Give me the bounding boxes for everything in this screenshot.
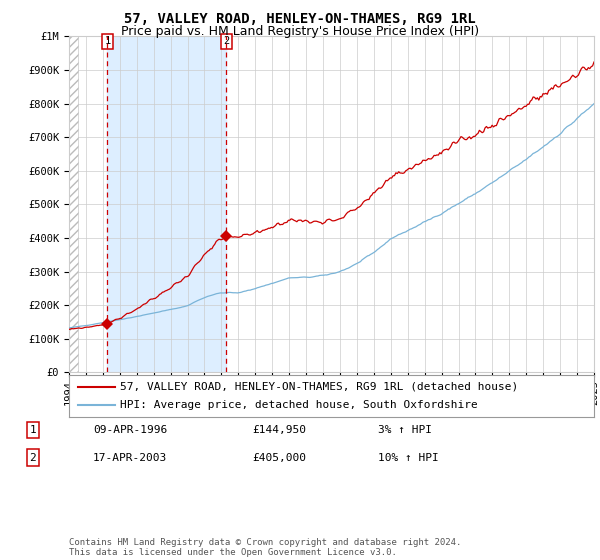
Text: 10% ↑ HPI: 10% ↑ HPI	[378, 452, 439, 463]
Text: £405,000: £405,000	[252, 452, 306, 463]
Text: 57, VALLEY ROAD, HENLEY-ON-THAMES, RG9 1RL (detached house): 57, VALLEY ROAD, HENLEY-ON-THAMES, RG9 1…	[120, 382, 518, 392]
Text: 2: 2	[29, 452, 37, 463]
Bar	[107, 36, 226, 372]
Text: Contains HM Land Registry data © Crown copyright and database right 2024.
This d: Contains HM Land Registry data © Crown c…	[69, 538, 461, 557]
Text: HPI: Average price, detached house, South Oxfordshire: HPI: Average price, detached house, Sout…	[120, 400, 478, 410]
Text: 1: 1	[29, 425, 37, 435]
Text: 3% ↑ HPI: 3% ↑ HPI	[378, 425, 432, 435]
Text: £144,950: £144,950	[252, 425, 306, 435]
Text: Price paid vs. HM Land Registry's House Price Index (HPI): Price paid vs. HM Land Registry's House …	[121, 25, 479, 38]
Text: 1: 1	[104, 36, 110, 46]
Text: 57, VALLEY ROAD, HENLEY-ON-THAMES, RG9 1RL: 57, VALLEY ROAD, HENLEY-ON-THAMES, RG9 1…	[124, 12, 476, 26]
Text: 17-APR-2003: 17-APR-2003	[93, 452, 167, 463]
Text: 09-APR-1996: 09-APR-1996	[93, 425, 167, 435]
Text: 2: 2	[223, 36, 229, 46]
